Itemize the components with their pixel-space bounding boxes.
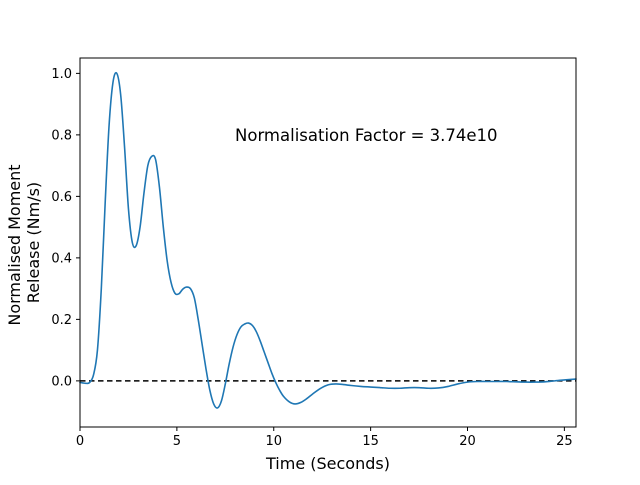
y-tick-label: 0.2 (51, 313, 72, 328)
y-tick-label: 0.6 (51, 190, 72, 205)
series-line-0 (79, 71, 577, 409)
y-axis-label: Normalised Moment Release (Nm/s) (5, 159, 43, 325)
y-tick-label: 0.4 (51, 251, 72, 266)
x-tick-label: 10 (265, 434, 282, 449)
x-tick-label: 20 (459, 434, 476, 449)
y-tick-label: 1.0 (51, 67, 72, 82)
x-tick-label: 15 (362, 434, 379, 449)
x-axis-ticks: 0 5 10 15 20 25 (76, 427, 573, 449)
y-tick-label: 0.0 (51, 374, 72, 389)
x-tick-label: 25 (556, 434, 573, 449)
plot-frame (79, 57, 577, 428)
y-axis-label-line-2: Release (Nm/s) (24, 182, 43, 303)
x-tick-label: 0 (76, 434, 84, 449)
plot-area (79, 71, 577, 409)
x-tick-label: 5 (173, 434, 181, 449)
y-tick-label: 0.8 (51, 128, 72, 143)
normalisation-factor-annotation: Normalisation Factor = 3.74e10 (235, 126, 498, 145)
y-axis-label-line-1: Normalised Moment (5, 164, 24, 325)
x-axis-label: Time (Seconds) (265, 454, 390, 473)
y-axis-ticks: 0.0 0.2 0.4 0.6 0.8 1.0 (51, 67, 80, 389)
